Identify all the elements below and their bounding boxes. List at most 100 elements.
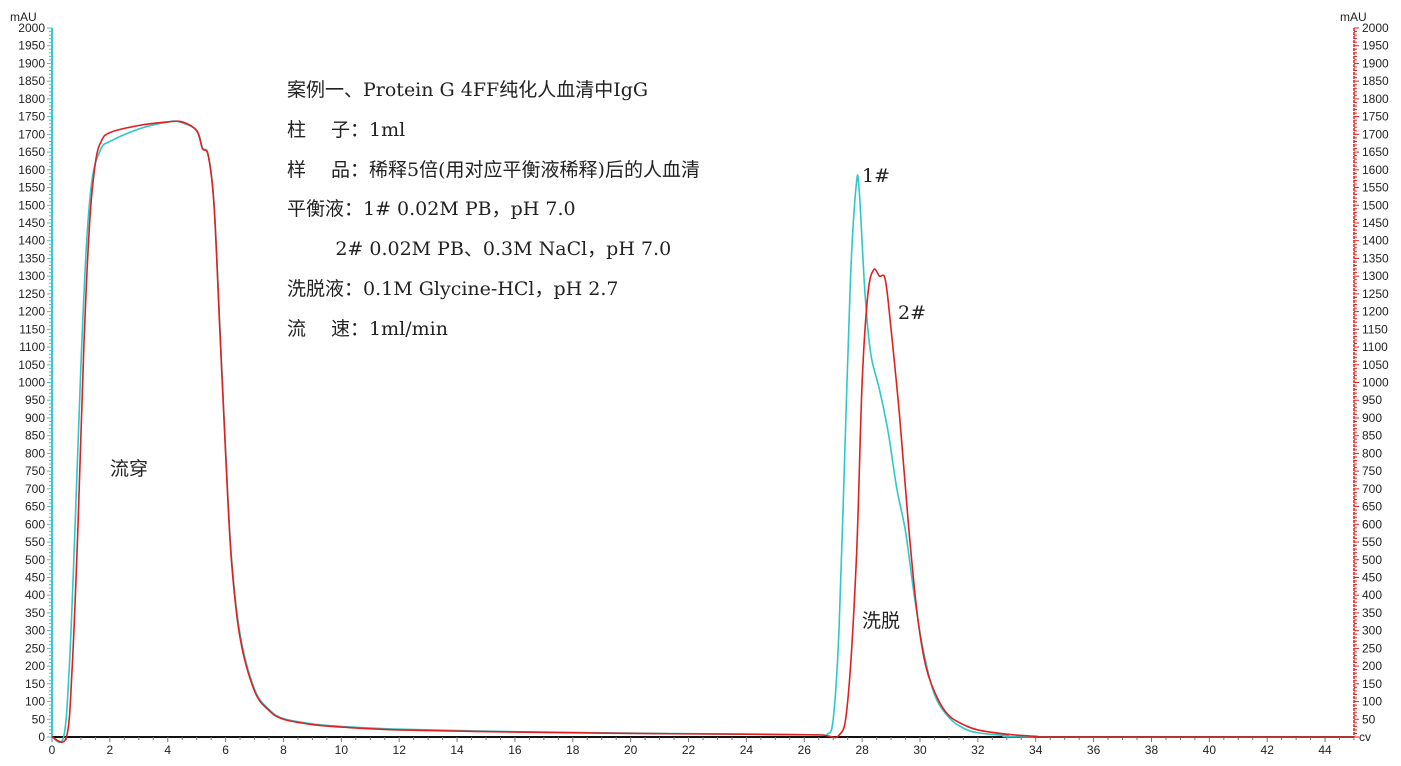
y-right-tick-label: 500 [1362, 553, 1382, 567]
y-left-tick-label: 900 [25, 411, 45, 425]
y-right-tick-label: 250 [1362, 641, 1382, 655]
y-axis-label-left: mAU [10, 10, 37, 24]
x-tick-label: 18 [566, 743, 580, 757]
x-tick-label: 22 [682, 743, 696, 757]
y-left-tick-label: 300 [25, 624, 45, 638]
y-right-tick-label: 350 [1362, 606, 1382, 620]
y-left-tick-label: 0 [38, 730, 45, 744]
y-right-tick-label: 1450 [1362, 216, 1389, 230]
y-left-tick-label: 150 [25, 677, 45, 691]
series-line-1 [51, 120, 1355, 743]
y-right-tick-label: 300 [1362, 624, 1382, 638]
y-left-tick-label: 2000 [18, 21, 45, 35]
y-left-tick-label: 1400 [18, 234, 45, 248]
x-tick-label: 6 [222, 743, 229, 757]
y-left-tick-label: 1950 [18, 39, 45, 53]
y-left-tick-label: 650 [25, 500, 45, 514]
x-tick-label: 32 [971, 743, 985, 757]
y-left-tick-label: 1450 [18, 216, 45, 230]
note-equilibration-2: 2# 0.02M PB、0.3M NaCl，pH 7.0 [287, 238, 672, 260]
y-right-tick-label: 150 [1362, 677, 1382, 691]
x-tick-label: 40 [1203, 743, 1217, 757]
y-left-tick-label: 1050 [18, 358, 45, 372]
x-axis-label: cv [1359, 730, 1371, 744]
x-tick-label: 10 [335, 743, 349, 757]
y-left-tick-label: 700 [25, 482, 45, 496]
y-left-tick-label: 800 [25, 446, 45, 460]
x-tick-label: 36 [1087, 743, 1101, 757]
x-tick-label: 42 [1261, 743, 1275, 757]
y-right-tick-label: 850 [1362, 429, 1382, 443]
y-left-tick-label: 1150 [19, 322, 45, 336]
y-right-tick-label: 400 [1362, 588, 1382, 602]
x-tick-label: 14 [450, 743, 464, 757]
y-right-tick-label: 1950 [1362, 39, 1389, 53]
x-tick-label: 30 [913, 743, 927, 757]
y-right-tick-label: 1850 [1362, 74, 1389, 88]
y-right-tick-label: 100 [1362, 695, 1382, 709]
x-tick-label: 2 [107, 743, 114, 757]
y-left-tick-label: 1550 [18, 181, 45, 195]
y-left-tick-label: 1700 [18, 127, 45, 141]
y-left-tick-label: 1500 [18, 198, 45, 212]
y-right-tick-label: 1300 [1362, 269, 1389, 283]
x-tick-label: 16 [508, 743, 522, 757]
y-right-tick-label: 700 [1362, 482, 1382, 496]
y-right-tick-label: 950 [1362, 393, 1382, 407]
y-right-tick-label: 1000 [1362, 376, 1389, 390]
y-right-tick-label: 1150 [1362, 322, 1388, 336]
note-sample: 样 品：稀释5倍(用对应平衡液稀释)后的人血清 [287, 159, 700, 181]
y-left-tick-label: 1250 [18, 287, 45, 301]
annotation-peak2: 2# [898, 302, 927, 324]
y-left-tick-label: 1800 [18, 92, 45, 106]
y-right-tick-label: 1900 [1362, 56, 1389, 70]
y-right-tick-label: 600 [1362, 517, 1382, 531]
x-tick-label: 34 [1029, 743, 1043, 757]
x-tick-label: 20 [624, 743, 638, 757]
y-left-tick-label: 850 [25, 429, 45, 443]
y-left-tick-label: 1750 [18, 110, 45, 124]
y-left-tick-label: 1600 [18, 163, 45, 177]
y-left-tick-label: 400 [25, 588, 45, 602]
x-tick-label: 26 [798, 743, 812, 757]
y-left-tick-label: 550 [25, 535, 45, 549]
y-right-tick-label: 550 [1362, 535, 1382, 549]
y-left-tick-label: 1850 [18, 74, 45, 88]
y-left-tick-label: 1900 [18, 56, 45, 70]
y-left-tick-label: 1350 [18, 251, 45, 265]
x-tick-label: 0 [49, 743, 56, 757]
annotation-elution: 洗脱 [862, 610, 901, 632]
y-right-tick-label: 1600 [1362, 163, 1389, 177]
y-left-tick-label: 1650 [18, 145, 45, 159]
x-tick-label: 28 [855, 743, 869, 757]
y-right-tick-label: 200 [1362, 659, 1382, 673]
y-left-tick-label: 750 [25, 464, 45, 478]
x-tick-label: 4 [164, 743, 171, 757]
x-tick-label: 24 [740, 743, 754, 757]
y-right-tick-label: 650 [1362, 500, 1382, 514]
y-right-tick-label: 50 [1362, 712, 1376, 726]
y-right-tick-label: 1750 [1362, 110, 1389, 124]
y-left-tick-label: 450 [25, 570, 45, 584]
y-right-tick-label: 2000 [1362, 21, 1389, 35]
y-right-tick-label: 1100 [1362, 340, 1388, 354]
y-right-tick-label: 1200 [1362, 305, 1389, 319]
note-flow-rate: 流 速：1ml/min [287, 318, 448, 340]
y-right-tick-label: 1800 [1362, 92, 1389, 106]
y-left-tick-label: 1200 [18, 305, 45, 319]
y-left-tick-label: 1100 [19, 340, 45, 354]
y-right-tick-label: 900 [1362, 411, 1382, 425]
axes: 0 2 4 6 8 10 12 14 16 18 20 22 24 26 28 30 32 34 36 38 40 42 4… [18, 21, 1389, 757]
note-equilibration-1: 平衡液：1# 0.02M PB，pH 7.0 [287, 198, 576, 220]
series-layer [51, 120, 1355, 743]
x-tick-label: 12 [393, 743, 407, 757]
annotation-flowthrough: 流穿 [110, 458, 149, 480]
y-axis-label-right: mAU [1340, 10, 1367, 24]
y-right-tick-label: 1400 [1362, 234, 1389, 248]
y-left-tick-label: 100 [25, 695, 45, 709]
y-left-tick-label: 1300 [18, 269, 45, 283]
y-right-tick-label: 1500 [1362, 198, 1389, 212]
y-right-tick-label: 800 [1362, 446, 1382, 460]
y-right-tick-label: 1250 [1362, 287, 1389, 301]
